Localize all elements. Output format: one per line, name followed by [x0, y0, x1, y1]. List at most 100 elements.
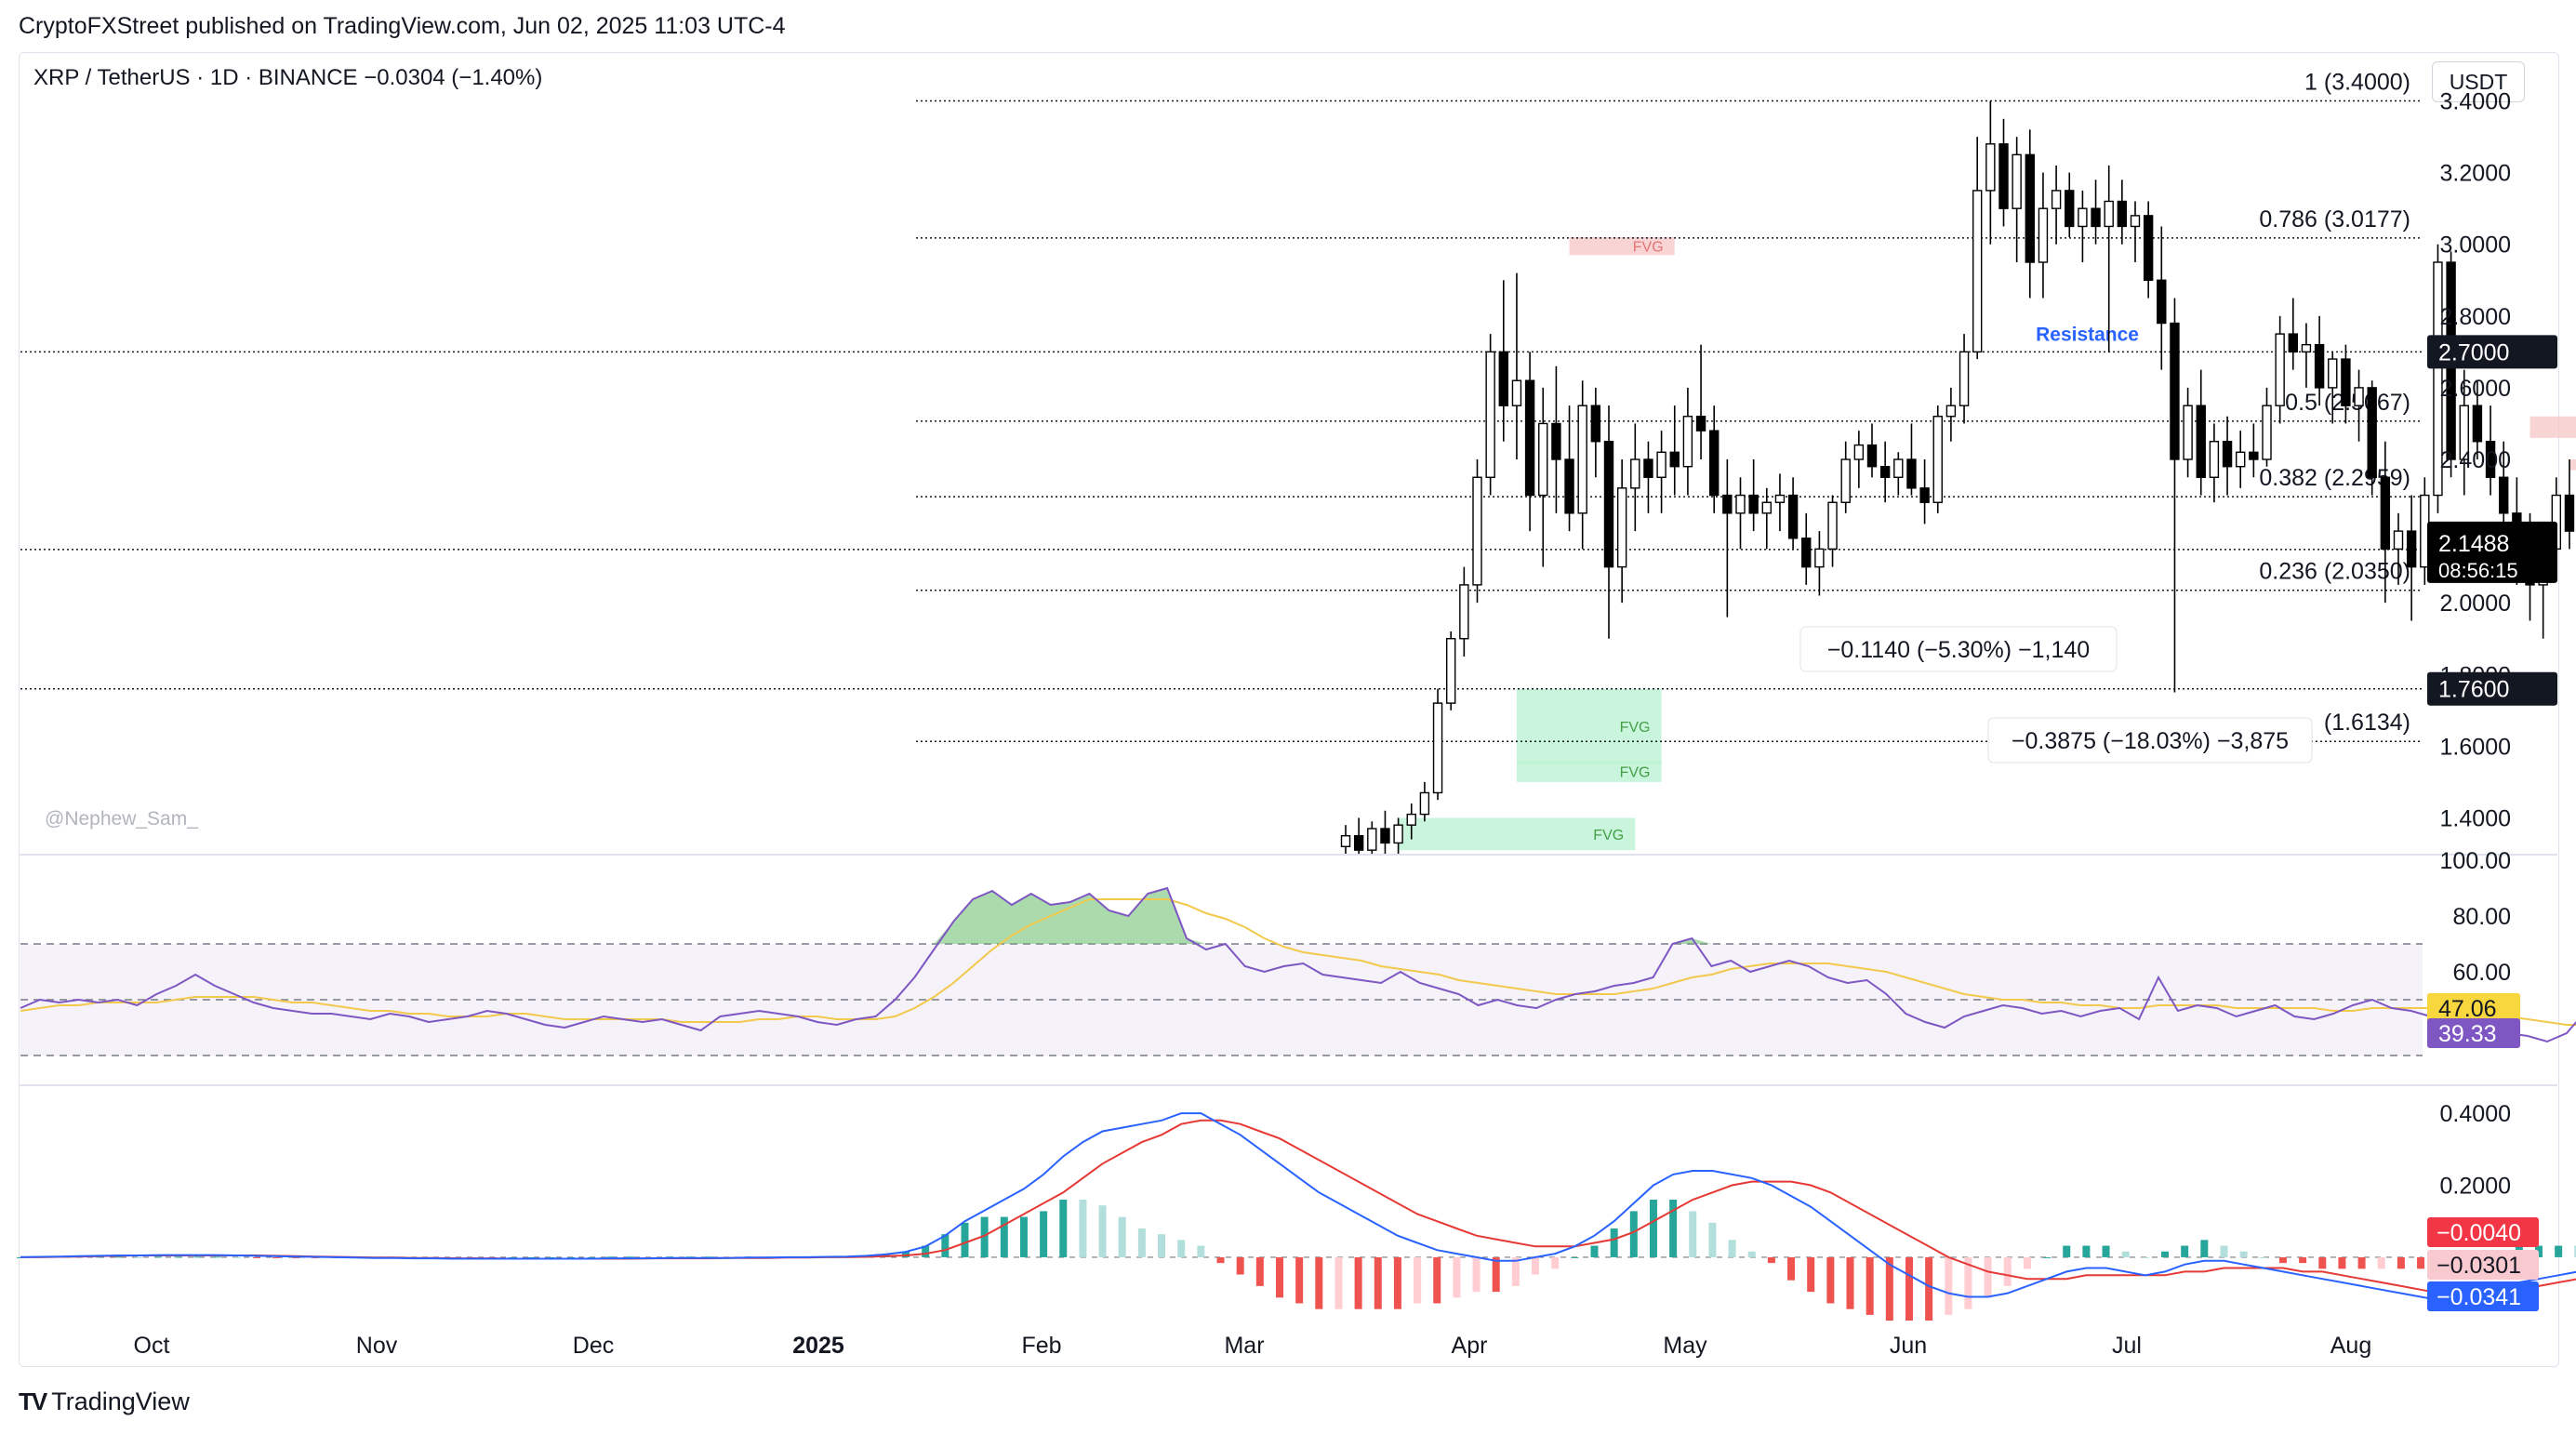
candle-body	[1945, 405, 1957, 418]
macd-histogram-bar	[1019, 1216, 1028, 1257]
macd-histogram-bar	[1334, 1256, 1343, 1309]
candle-body	[1985, 143, 1996, 192]
candle-body	[2564, 494, 2575, 532]
candle-body	[1787, 494, 1799, 539]
macd-histogram-bar	[1177, 1240, 1186, 1257]
macd-histogram-bar	[1433, 1256, 1441, 1304]
macd-histogram-bar	[292, 1256, 300, 1258]
last-price-tag-bg	[2427, 521, 2557, 583]
macd-histogram-bar	[1925, 1256, 1933, 1321]
candle-body	[1498, 351, 1509, 406]
macd-histogram-bar	[2121, 1251, 2130, 1257]
candle-body	[2459, 405, 2469, 460]
candle-body	[1616, 487, 1627, 568]
candle-body	[2196, 405, 2206, 478]
candle-body	[2130, 215, 2141, 228]
measure-label: −0.3875 (−18.03%) −3,875	[2012, 728, 2289, 754]
macd-histogram-bar	[2161, 1251, 2170, 1257]
candle-body	[1367, 828, 1377, 851]
rsi-overbought-fill	[20, 888, 2576, 944]
macd-histogram-bar	[2102, 1245, 2110, 1257]
symbol-legend[interactable]: XRP / TetherUS · 1D · BINANCE −0.0304 (−…	[33, 65, 543, 90]
macd-histogram-bar	[1747, 1251, 1756, 1257]
macd-histogram-bar	[252, 1256, 260, 1258]
time-axis-tick: May	[1663, 1333, 1707, 1359]
candle-body	[1827, 501, 1838, 551]
macd-histogram-bar	[2555, 1245, 2563, 1257]
macd-histogram-bar	[1158, 1234, 1166, 1257]
time-axis-tick: Aug	[2330, 1333, 2371, 1359]
macd-histogram-bar	[1236, 1256, 1244, 1275]
price-axis-tick: 1.6000	[2440, 734, 2511, 760]
rsi-ma-tag-bg	[2427, 992, 2520, 1023]
candle-body	[2433, 261, 2443, 497]
macd-histogram-bar	[2082, 1245, 2091, 1257]
tradingview-brand[interactable]: TV TradingView	[19, 1388, 190, 1416]
macd-histogram-bar	[1354, 1256, 1362, 1309]
resistance-price-tag-bg	[2427, 335, 2557, 369]
macd-histogram-bar	[1905, 1256, 1913, 1321]
chart-frame	[19, 52, 2559, 1367]
macd-histogram-bar	[2397, 1256, 2405, 1269]
candle-body	[2104, 200, 2114, 228]
candle-body	[1879, 466, 1891, 478]
fvg-label: FVG	[1593, 828, 1624, 843]
macd-histogram-bar	[1137, 1228, 1146, 1257]
macd-histogram-bar	[1885, 1256, 1893, 1321]
rsi-axis-tick: 80.00	[2452, 904, 2511, 930]
candle-body	[1682, 416, 1693, 468]
macd-histogram-bar	[1669, 1200, 1678, 1257]
macd-histogram-bar	[922, 1245, 930, 1257]
candle-body	[1906, 458, 1917, 489]
macd-histogram-bar	[1610, 1228, 1618, 1257]
candle-body	[2025, 153, 2036, 263]
macd-histogram-bar	[134, 1256, 142, 1258]
candle-body	[1485, 351, 1495, 478]
candle-body	[1959, 351, 1970, 406]
time-axis-tick: Apr	[1452, 1333, 1488, 1359]
time-axis-tick: Jul	[2112, 1333, 2142, 1359]
macd-histogram-bar	[1000, 1216, 1008, 1257]
macd-histogram-bar	[2043, 1256, 2052, 1258]
resistance-label: Resistance	[2036, 324, 2139, 345]
macd-value-tag: −0.0301	[2437, 1253, 2521, 1279]
macd-histogram-bar	[2141, 1256, 2149, 1258]
candle-body	[2262, 405, 2272, 460]
candle-body	[2051, 190, 2062, 209]
fib-level-label: 0.786 (3.0177)	[2259, 206, 2410, 232]
candle-body	[2038, 207, 2049, 263]
macd-histogram-bar	[1551, 1256, 1560, 1269]
macd-histogram-bar	[2574, 1245, 2576, 1257]
resistance-price-tag: 2.7000	[2438, 339, 2509, 365]
macd-histogram-bar	[1649, 1200, 1657, 1257]
candle-body	[2380, 476, 2391, 551]
candle-body	[2249, 451, 2259, 460]
macd-histogram-bar	[2200, 1240, 2209, 1257]
fvg-zone	[1516, 688, 1662, 764]
macd-histogram-bar	[1059, 1200, 1068, 1257]
macd-histogram-bar	[961, 1222, 969, 1257]
candle-body	[1853, 444, 1865, 460]
macd-histogram-bar	[232, 1256, 241, 1258]
candle-body	[2117, 200, 2128, 228]
candle-body	[1814, 548, 1825, 568]
fib-level-label: (1.6134)	[2324, 710, 2410, 736]
candle-body	[1722, 494, 1733, 514]
bar-countdown: 08:56:15	[2438, 559, 2518, 582]
currency-button[interactable]: USDT	[2432, 61, 2525, 102]
candle-body	[1432, 702, 1443, 794]
macd-histogram-bar	[1629, 1211, 1638, 1257]
candle-body	[2406, 530, 2417, 568]
macd-histogram-bar	[2278, 1256, 2287, 1264]
macd-histogram-bar	[2063, 1245, 2071, 1257]
price-axis-tick: 1.4000	[2440, 805, 2511, 831]
candle-body	[2367, 387, 2377, 478]
candle-body	[1551, 422, 1561, 460]
macd-histogram-bar	[1079, 1200, 1087, 1257]
macd-histogram-bar	[1866, 1256, 1874, 1315]
candle-body	[2091, 207, 2101, 228]
price-axis-tick: 2.8000	[2440, 304, 2511, 330]
candle-body	[1801, 538, 1812, 568]
macd-histogram-bar	[1118, 1216, 1126, 1257]
